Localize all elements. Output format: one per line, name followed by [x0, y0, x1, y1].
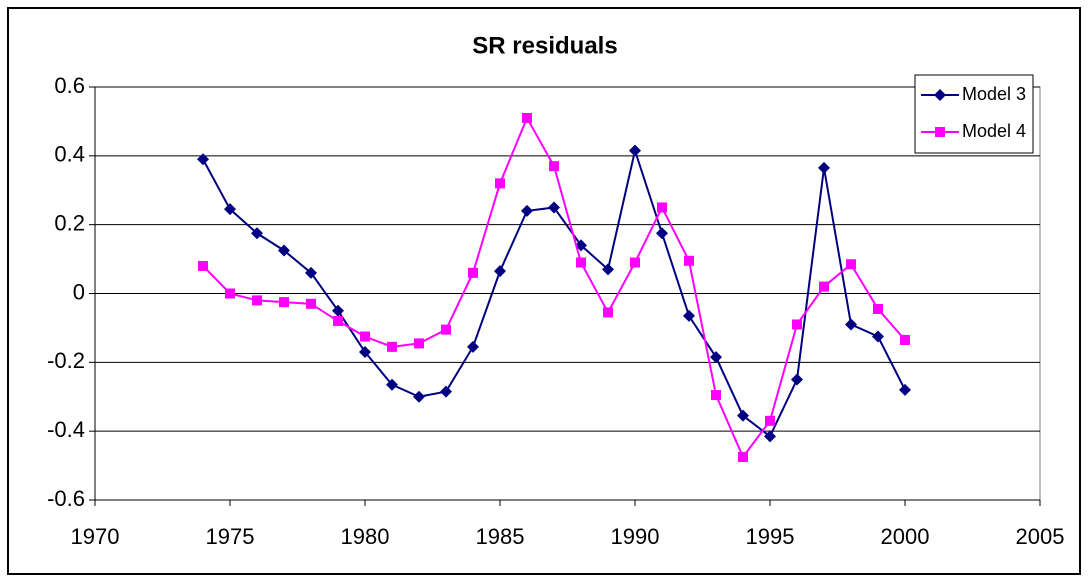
marker — [845, 318, 857, 331]
marker — [656, 227, 668, 240]
x-tick-label: 2000 — [881, 524, 930, 549]
x-tick-label: 1995 — [746, 524, 795, 549]
marker — [549, 161, 559, 172]
marker — [738, 451, 748, 462]
marker — [198, 260, 208, 271]
marker — [332, 304, 344, 317]
marker — [683, 309, 695, 322]
marker — [224, 203, 236, 216]
marker — [548, 201, 560, 214]
marker — [413, 390, 425, 403]
marker — [791, 373, 803, 386]
marker — [305, 266, 317, 279]
marker — [603, 307, 613, 318]
x-tick-label: 1970 — [71, 524, 120, 549]
marker — [792, 319, 802, 330]
marker — [764, 430, 776, 443]
marker — [900, 334, 910, 345]
x-tick-label: 1985 — [476, 524, 525, 549]
marker — [333, 316, 343, 327]
marker — [225, 288, 235, 299]
marker — [934, 89, 946, 101]
legend — [914, 74, 1034, 154]
marker — [494, 265, 506, 278]
marker — [522, 112, 532, 123]
marker — [899, 383, 911, 396]
y-tick-label: 0.2 — [54, 210, 85, 235]
y-tick-label: 0.6 — [54, 73, 85, 98]
marker — [846, 259, 856, 270]
marker — [467, 340, 479, 353]
legend-label: Model 4 — [962, 121, 1026, 141]
marker — [935, 127, 945, 137]
marker — [387, 341, 397, 352]
marker — [360, 331, 370, 342]
x-tick-label: 2005 — [1016, 524, 1065, 549]
marker — [306, 298, 316, 309]
x-tick-label: 1975 — [206, 524, 255, 549]
marker — [576, 257, 586, 268]
y-tick-label: 0 — [73, 279, 85, 304]
marker — [278, 244, 290, 257]
marker — [737, 409, 749, 422]
legend-label: Model 3 — [962, 84, 1026, 104]
marker — [629, 144, 641, 157]
chart-title: SR residuals — [472, 32, 617, 59]
marker — [602, 263, 614, 276]
marker — [872, 330, 884, 343]
marker — [441, 324, 451, 335]
marker — [521, 204, 533, 217]
marker — [711, 390, 721, 401]
marker — [359, 346, 371, 359]
marker — [414, 338, 424, 349]
x-tick-label: 1990 — [611, 524, 660, 549]
marker — [765, 415, 775, 426]
marker — [684, 255, 694, 266]
marker — [251, 227, 263, 240]
x-tick-label: 1980 — [341, 524, 390, 549]
marker — [252, 295, 262, 306]
marker — [657, 202, 667, 213]
y-tick-label: -0.2 — [47, 348, 85, 373]
marker — [495, 178, 505, 189]
marker — [630, 257, 640, 268]
y-tick-label: 0.4 — [54, 142, 85, 167]
marker — [873, 303, 883, 314]
marker — [710, 351, 722, 364]
marker — [819, 281, 829, 292]
marker — [279, 297, 289, 308]
y-tick-label: -0.6 — [47, 486, 85, 511]
marker — [440, 385, 452, 398]
y-tick-label: -0.4 — [47, 417, 85, 442]
marker — [386, 378, 398, 391]
marker — [197, 153, 209, 166]
marker — [818, 161, 830, 174]
marker — [468, 267, 478, 278]
